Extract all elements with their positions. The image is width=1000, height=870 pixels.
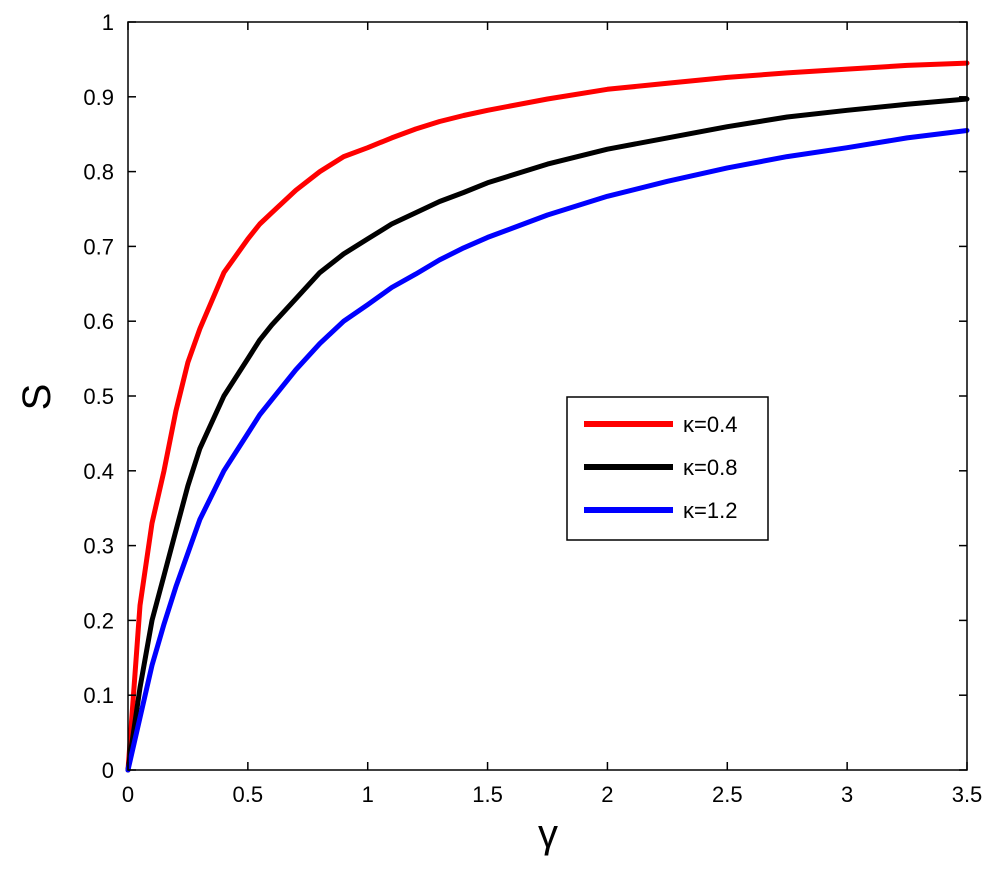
x-tick-label: 0.5 <box>233 782 264 807</box>
series-line-2 <box>125 96 970 773</box>
y-tick-label: 1 <box>102 10 114 35</box>
legend-label-3: κ=1.2 <box>683 498 737 523</box>
y-tick-label: 0.8 <box>83 160 114 185</box>
x-tick-label: 3.5 <box>952 782 983 807</box>
series-line-3 <box>125 128 970 773</box>
series-line-1 <box>125 60 970 773</box>
y-axis-label: S <box>15 384 59 411</box>
y-tick-label: 0.9 <box>83 85 114 110</box>
x-tick-label: 1 <box>362 782 374 807</box>
x-tick-label: 2 <box>601 782 613 807</box>
y-tick-label: 0.1 <box>83 683 114 708</box>
legend-label-2: κ=0.8 <box>683 455 737 480</box>
y-tick-label: 0.5 <box>83 384 114 409</box>
y-tick-label: 0.6 <box>83 309 114 334</box>
y-tick-label: 0.4 <box>83 459 114 484</box>
legend-label-1: κ=0.4 <box>683 412 737 437</box>
axes-layer: 0 0.5 1 1.5 2 2.5 3 3.5 0 0.1 0.2 0.3 0.4 0.5 0.6 0.7 0.… <box>83 10 982 807</box>
y-tick-label: 0.2 <box>83 608 114 633</box>
x-axis-label: γ <box>538 812 558 856</box>
y-tick-label: 0.3 <box>83 534 114 559</box>
legend: κ=0.4 κ=0.8 κ=1.2 <box>566 396 769 541</box>
y-tick-label: 0 <box>102 758 114 783</box>
x-tick-label: 1.5 <box>472 782 503 807</box>
series-layer <box>125 60 970 773</box>
y-tick-label: 0.7 <box>83 234 114 259</box>
x-tick-label: 2.5 <box>712 782 743 807</box>
x-tick-label: 3 <box>841 782 853 807</box>
x-tick-label: 0 <box>122 782 134 807</box>
